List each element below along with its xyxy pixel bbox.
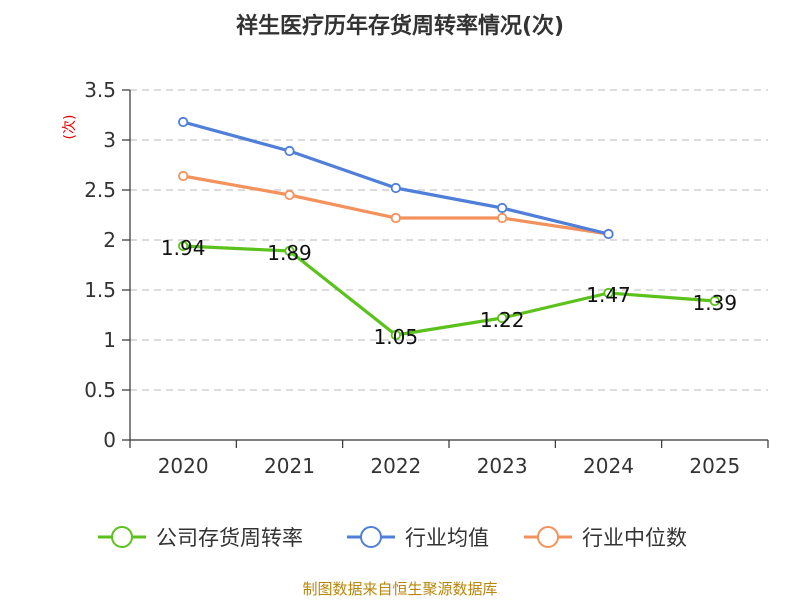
data-point [497,202,508,214]
data-point [178,116,189,128]
legend-label: 行业均值 [405,526,489,550]
data-point [709,295,720,307]
chart-title: 祥生医疗历年存货周转率情况(次) [236,13,564,39]
data-point [390,182,401,194]
y-tick-label: 1.5 [84,278,116,302]
data-point [603,228,614,240]
data-point [284,145,295,157]
x-tick-label: 2023 [477,454,528,478]
data-label: 1.94 [161,236,206,260]
data-label: 1.39 [693,291,738,315]
legend-marker [537,526,559,548]
data-point [497,212,508,224]
data-label: 1.47 [586,283,631,307]
series-line [181,244,717,337]
data-label: 1.89 [267,241,312,265]
data-point [390,212,401,224]
data-point [178,240,189,252]
legend-item[interactable]: 行业中位数 [524,526,687,550]
legend[interactable]: 公司存货周转率 行业均值 行业中位数 [98,526,687,550]
y-tick-label: 3 [103,128,116,152]
axes: 0 0.5 1 1.5 2 2.5 3 3.5 2020 2021 2022 2023 2024 2025 [84,78,769,478]
legend-item[interactable]: 行业均值 [347,526,489,550]
y-tick-label: 1 [103,328,116,352]
grid-lines [130,89,768,391]
data-point [603,287,614,299]
y-tick-label: 2.5 [84,178,116,202]
legend-marker [111,526,133,548]
source-note: 制图数据来自恒生聚源数据库 [302,580,497,598]
x-tick-label: 2022 [370,454,421,478]
y-tick-label: 0.5 [84,378,116,402]
legend-label: 行业中位数 [582,526,687,550]
y-tick-label: 3.5 [84,78,116,102]
y-axis-label: (次) [62,115,78,140]
y-tick-label: 2 [103,228,116,252]
data-label: 1.05 [374,325,419,349]
data-point [284,245,295,257]
data-point [497,312,508,324]
series-lines [178,116,720,341]
x-tick-label: 2021 [264,454,315,478]
data-label: 1.22 [480,308,525,332]
y-tick-label: 0 [103,428,116,452]
legend-label: 公司存货周转率 [156,526,303,550]
x-tick-label: 2020 [158,454,209,478]
x-tick-label: 2025 [689,454,740,478]
data-point [284,189,295,201]
data-point [390,329,401,341]
x-tick-label: 2024 [583,454,634,478]
legend-marker [360,526,382,548]
data-labels: 1.94 1.89 1.05 1.22 1.47 1.39 [161,236,737,349]
data-point [178,170,189,182]
legend-item[interactable]: 公司存货周转率 [98,526,303,550]
